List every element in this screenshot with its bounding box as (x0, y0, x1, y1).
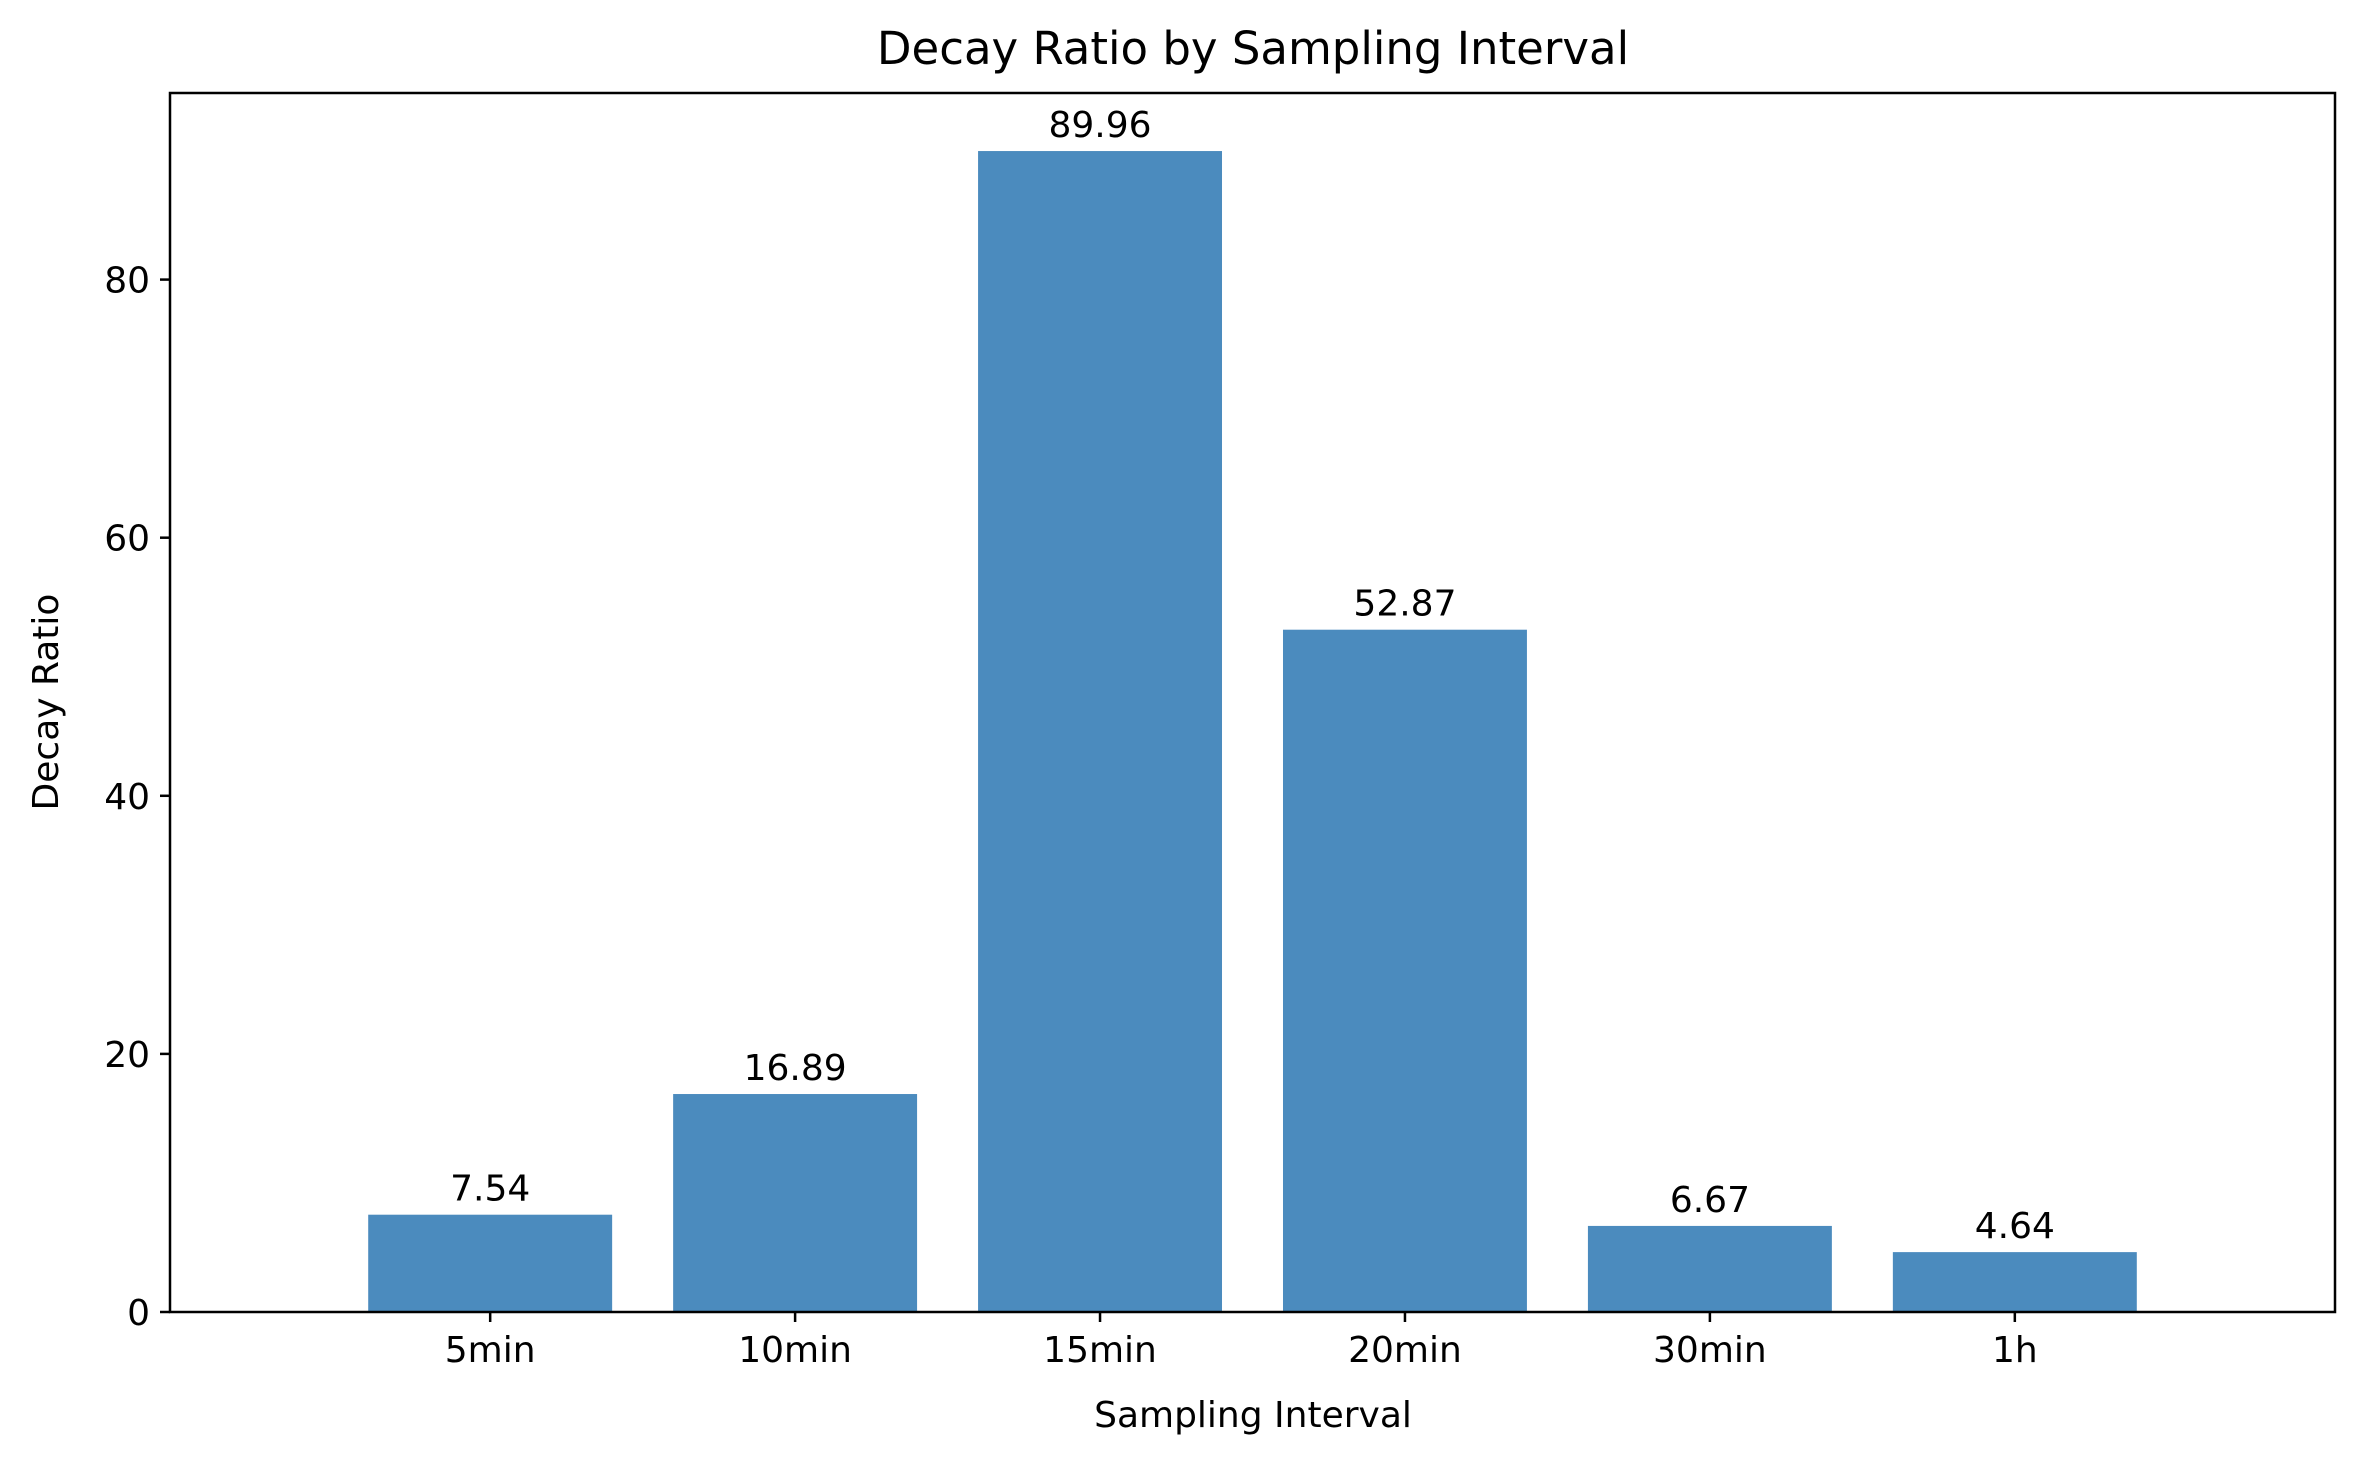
y-tick-label-40: 40 (104, 777, 150, 818)
data-label-10min: 16.89 (744, 1048, 847, 1089)
y-axis: 0 20 40 60 80 (104, 261, 170, 1334)
x-tick-label-5min: 5min (445, 1330, 536, 1371)
y-axis-label: Decay Ratio (26, 594, 67, 811)
bar-10min (673, 1094, 918, 1312)
x-tick-label-15min: 15min (1043, 1330, 1157, 1371)
bar-5min (368, 1214, 613, 1312)
y-tick-label-0: 0 (127, 1293, 150, 1334)
data-label-5min: 7.54 (450, 1169, 530, 1210)
y-tick-label-20: 20 (104, 1035, 150, 1076)
bar-30min (1587, 1225, 1832, 1312)
x-axis-label: Sampling Interval (1094, 1395, 1412, 1436)
chart-title: Decay Ratio by Sampling Interval (877, 22, 1629, 75)
plot-frame (168, 91, 2337, 1314)
data-label-30min: 6.67 (1670, 1180, 1750, 1221)
x-tick-label-1h: 1h (1992, 1330, 2038, 1371)
x-tick-label-30min: 30min (1653, 1330, 1767, 1371)
data-label-1h: 4.64 (1975, 1206, 2055, 1247)
y-tick-label-80: 80 (104, 261, 150, 302)
bar-20min (1282, 629, 1527, 1312)
data-label-20min: 52.87 (1353, 584, 1456, 625)
data-labels-layer: 7.54 16.89 89.96 52.87 6.67 4.64 (450, 105, 2055, 1247)
x-tick-label-20min: 20min (1348, 1330, 1462, 1371)
bars-layer (368, 151, 2137, 1313)
bar-1h (1892, 1252, 2137, 1312)
bar-15min (978, 151, 1223, 1313)
x-axis: 5min 10min 15min 20min 30min 1h (445, 1312, 2038, 1371)
y-tick-label-60: 60 (104, 519, 150, 560)
data-label-15min: 89.96 (1049, 105, 1152, 146)
x-tick-label-10min: 10min (738, 1330, 852, 1371)
